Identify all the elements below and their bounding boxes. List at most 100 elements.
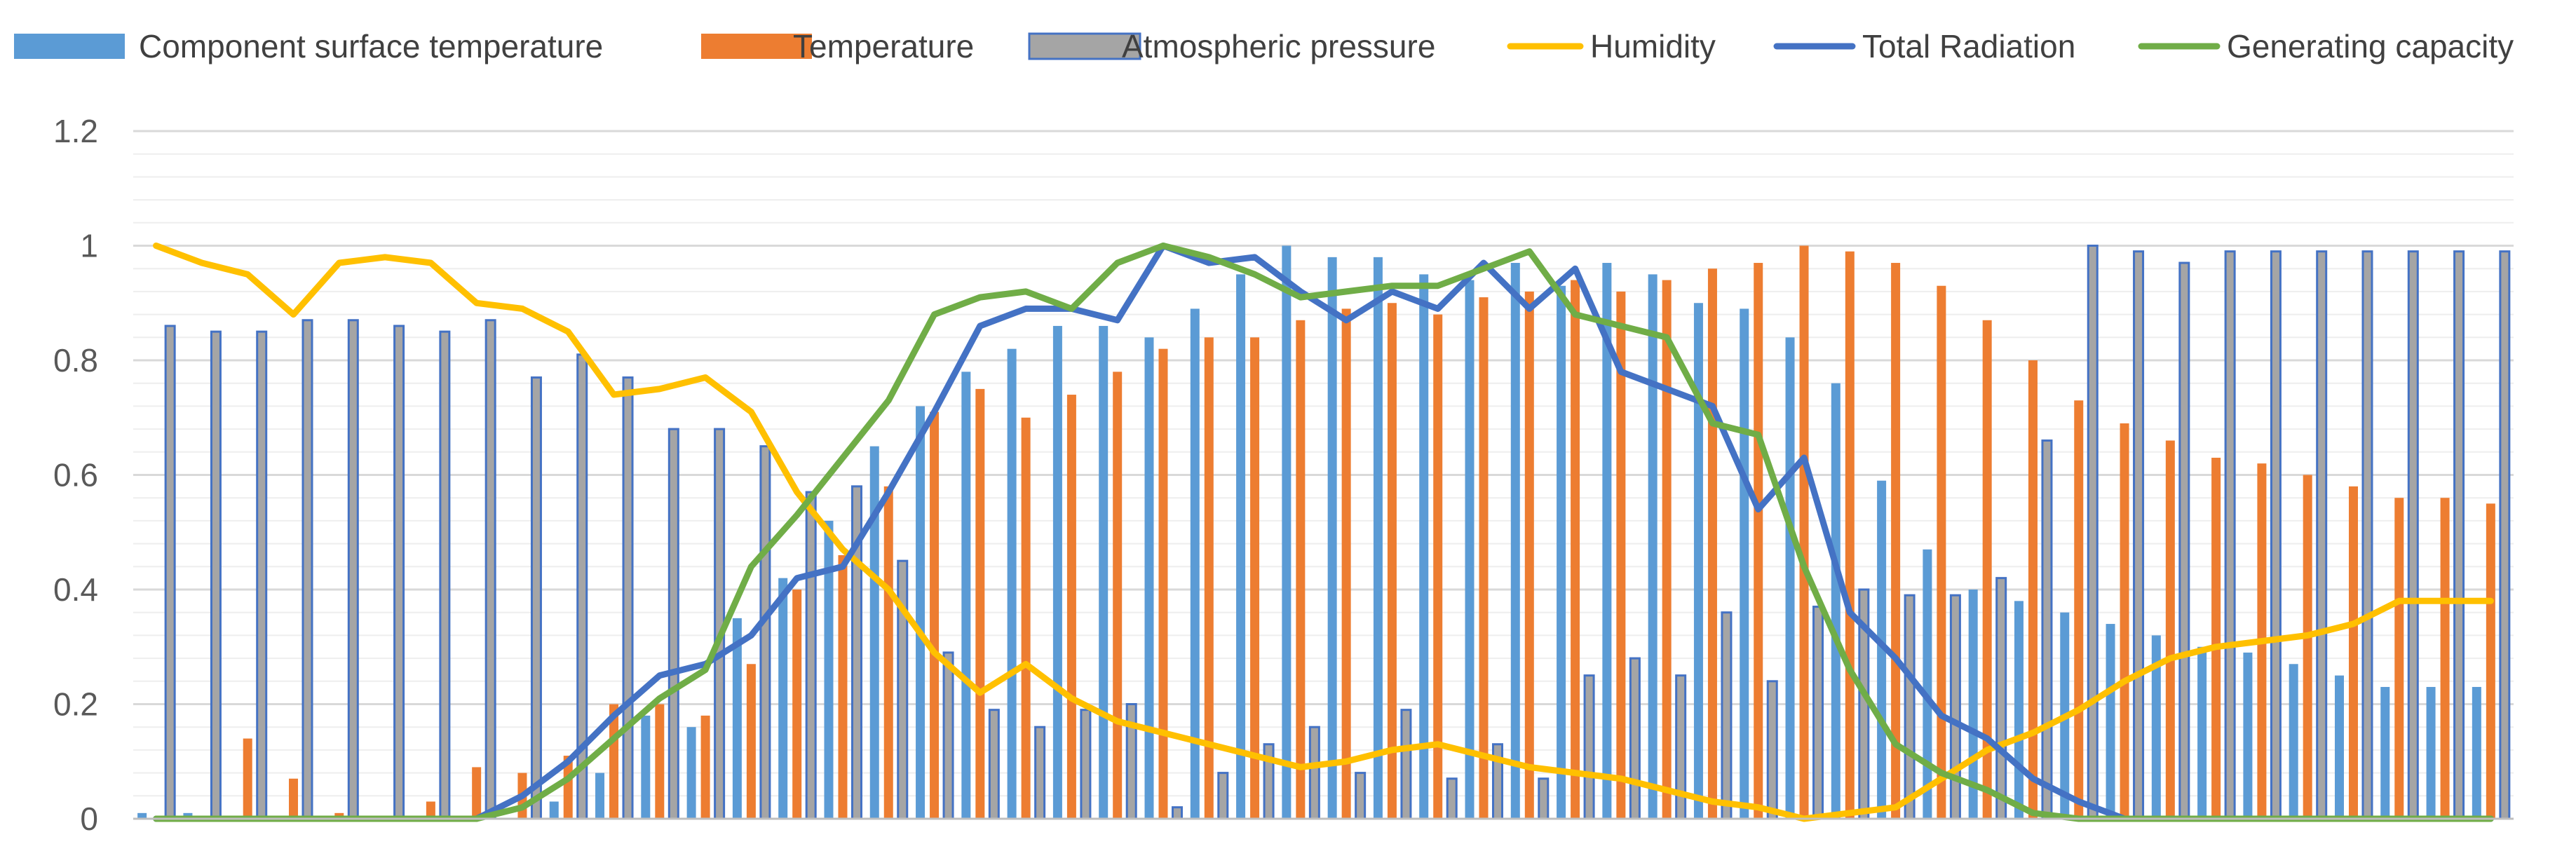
bar-atmospheric-pressure (1400, 709, 1412, 820)
bar-atmospheric-pressure (2499, 250, 2511, 820)
bar-atmospheric-pressure (439, 330, 451, 820)
bar-atmospheric-pressure (667, 428, 679, 820)
bar-atmospheric-pressure (484, 319, 496, 820)
bar-component-surface-temperature (1831, 383, 1841, 819)
bar-temperature (2394, 498, 2404, 819)
bar-component-surface-temperature (1327, 257, 1337, 819)
bar-component-surface-temperature (1419, 274, 1429, 819)
bar-atmospheric-pressure (2316, 250, 2328, 820)
legend: Component surface temperature Temperature… (14, 28, 2514, 64)
bar-temperature (2074, 400, 2084, 819)
bar-temperature (838, 554, 848, 819)
bar-component-surface-temperature (824, 520, 834, 819)
bar-atmospheric-pressure (1766, 680, 1778, 820)
bar-atmospheric-pressure (1812, 606, 1824, 820)
bar-component-surface-temperature (961, 372, 971, 819)
bar-atmospheric-pressure (1538, 777, 1550, 820)
bar-temperature (2486, 503, 2495, 819)
bar-atmospheric-pressure (164, 325, 176, 820)
bar-component-surface-temperature (1373, 257, 1383, 819)
bar-temperature (289, 778, 299, 819)
bar-atmospheric-pressure (1217, 772, 1229, 820)
bar-temperature (975, 388, 985, 819)
bar-temperature (1066, 395, 1076, 819)
bar-component-surface-temperature (595, 772, 605, 819)
bar-atmospheric-pressure (2178, 261, 2190, 820)
bar-series (137, 245, 2511, 820)
legend-item: Humidity (1507, 28, 1716, 64)
bar-atmospheric-pressure (210, 330, 222, 820)
bar-temperature (1158, 348, 1168, 819)
bar-temperature (1707, 268, 1717, 819)
bar-component-surface-temperature (641, 715, 651, 819)
bar-temperature (655, 704, 665, 819)
bar-temperature (746, 664, 756, 819)
bar-atmospheric-pressure (2133, 250, 2145, 820)
bar-component-surface-temperature (916, 406, 926, 819)
bar-atmospheric-pressure (256, 330, 268, 820)
legend-item: Temperature (701, 28, 974, 64)
bar-atmospheric-pressure (2407, 250, 2419, 820)
bar-component-surface-temperature (1099, 325, 1109, 819)
bar-temperature (1891, 263, 1901, 819)
bar-atmospheric-pressure (1629, 657, 1641, 820)
bar-temperature (1982, 320, 1992, 819)
y-tick-label: 1.2 (53, 113, 98, 149)
bar-temperature (1799, 245, 1809, 819)
bar-temperature (1571, 280, 1580, 819)
bar-component-surface-temperature (2151, 635, 2161, 819)
bar-temperature (472, 767, 482, 819)
bar-atmospheric-pressure (1583, 674, 1595, 820)
bar-atmospheric-pressure (2224, 250, 2236, 820)
bar-component-surface-temperature (1510, 263, 1520, 819)
bar-component-surface-temperature (686, 727, 696, 819)
bar-temperature (2120, 423, 2129, 819)
bar-component-surface-temperature (2426, 686, 2436, 819)
bar-temperature (1754, 263, 1763, 819)
bar-temperature (1479, 297, 1489, 819)
bar-component-surface-temperature (1602, 263, 1612, 819)
bar-component-surface-temperature (2243, 652, 2253, 819)
y-tick-label: 0.6 (53, 457, 98, 493)
bar-temperature (1662, 280, 1672, 819)
bar-component-surface-temperature (1740, 308, 1749, 819)
bar-atmospheric-pressure (1355, 772, 1367, 820)
bar-component-surface-temperature (2472, 686, 2481, 819)
bar-temperature (1341, 308, 1351, 819)
bar-temperature (883, 486, 893, 819)
y-tick-labels: 0 0.2 0.4 0.6 0.8 1 1.2 (53, 113, 98, 837)
legend-swatch (1028, 32, 1141, 60)
legend-label: Total Radiation (1862, 28, 2075, 64)
bar-temperature (1433, 314, 1443, 819)
bar-atmospheric-pressure (301, 319, 313, 820)
bar-component-surface-temperature (549, 801, 559, 819)
bar-temperature (1845, 251, 1855, 819)
bar-component-surface-temperature (2289, 664, 2298, 819)
bar-temperature (1021, 417, 1031, 819)
bar-component-surface-temperature (1465, 280, 1475, 819)
bar-component-surface-temperature (2106, 624, 2115, 819)
bar-atmospheric-pressure (1949, 594, 1961, 820)
bar-temperature (2303, 475, 2312, 819)
bar-component-surface-temperature (1648, 274, 1658, 819)
line-humidity (153, 243, 2494, 822)
bar-atmospheric-pressure (1721, 611, 1733, 820)
bar-atmospheric-pressure (759, 445, 771, 820)
bar-temperature (2348, 486, 2358, 819)
legend-label: Temperature (793, 28, 974, 64)
bar-temperature (1113, 372, 1123, 819)
bar-atmospheric-pressure (2453, 250, 2465, 820)
bar-atmospheric-pressure (988, 709, 1000, 820)
bar-component-surface-temperature (1282, 245, 1292, 819)
bar-temperature (2028, 360, 2038, 819)
bar-atmospheric-pressure (622, 376, 634, 820)
bar-temperature (1204, 337, 1214, 819)
bar-component-surface-temperature (1052, 325, 1062, 819)
bar-component-surface-temperature (1190, 308, 1200, 819)
legend-swatch (14, 34, 125, 59)
bar-temperature (1296, 320, 1306, 819)
bar-component-surface-temperature (1557, 285, 1566, 819)
bar-atmospheric-pressure (1171, 806, 1183, 820)
legend-item: Total Radiation (1773, 28, 2075, 64)
bar-atmospheric-pressure (2041, 439, 2053, 820)
